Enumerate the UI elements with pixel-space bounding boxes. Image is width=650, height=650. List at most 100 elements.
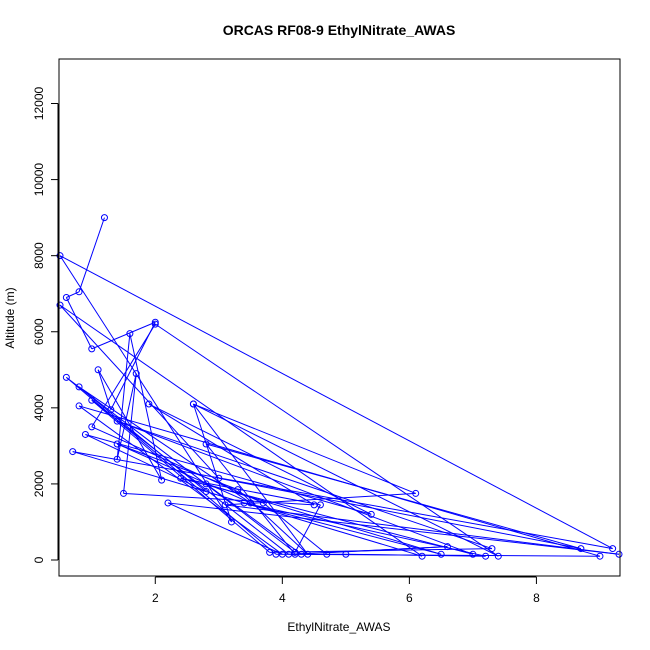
series-segment xyxy=(91,321,156,350)
y-tick-label: 0 xyxy=(32,556,46,563)
data-point xyxy=(62,294,70,302)
series-segment xyxy=(345,553,486,557)
data-point xyxy=(323,550,331,558)
series-segment xyxy=(59,255,232,523)
data-point xyxy=(418,552,426,560)
x-axis: 2 4 6 8 xyxy=(152,576,540,605)
data-point xyxy=(482,552,490,560)
data-point xyxy=(81,430,89,438)
series-segment xyxy=(65,297,93,350)
series-segment xyxy=(85,433,372,515)
series-segment xyxy=(116,443,251,504)
series-segment xyxy=(78,405,601,557)
data-point xyxy=(488,545,496,553)
data-point xyxy=(202,480,210,488)
data-point xyxy=(94,366,102,374)
y-tick-label: 6000 xyxy=(32,318,46,345)
y-axis: 0 2000 4000 6000 8000 10000 12000 xyxy=(32,86,59,563)
data-point xyxy=(577,545,585,553)
data-point xyxy=(367,510,375,518)
series-segment xyxy=(78,217,105,292)
data-point xyxy=(609,545,617,553)
data-point xyxy=(113,440,121,448)
y-tick-label: 8000 xyxy=(32,242,46,269)
series-segment xyxy=(192,403,232,523)
y-tick-label: 10000 xyxy=(32,163,46,197)
data-point xyxy=(443,543,451,551)
data-point xyxy=(259,499,267,507)
series-segment xyxy=(193,403,416,494)
data-point xyxy=(107,406,115,414)
series-segment xyxy=(116,333,131,460)
data-point xyxy=(221,501,229,509)
data-point xyxy=(202,488,210,496)
series-segment xyxy=(167,502,620,555)
data-point xyxy=(126,330,134,338)
data-point xyxy=(75,383,83,391)
series-segment xyxy=(192,403,309,555)
series-segment xyxy=(78,405,283,555)
data-point xyxy=(437,550,445,558)
y-axis-label: Altitude (m) xyxy=(3,287,17,348)
data-point xyxy=(177,474,185,482)
data-point xyxy=(291,548,299,556)
data-point xyxy=(234,486,242,494)
series-segment xyxy=(167,502,283,555)
data-point xyxy=(240,499,248,507)
data-point xyxy=(88,396,96,404)
data-point xyxy=(596,552,604,560)
data-point xyxy=(56,301,64,309)
data-point xyxy=(615,550,623,558)
data-point xyxy=(120,489,128,497)
data-point xyxy=(342,550,350,558)
data-point xyxy=(189,400,197,408)
series-segment xyxy=(205,483,302,555)
series-segment xyxy=(244,502,442,555)
series-segment xyxy=(91,399,270,553)
series-segment xyxy=(116,420,474,555)
data-point xyxy=(151,320,159,328)
x-tick-label: 4 xyxy=(279,591,286,605)
series-segment xyxy=(85,434,207,492)
series-segment xyxy=(91,323,156,428)
series-segment xyxy=(294,504,321,553)
data-point xyxy=(145,400,153,408)
series-segment xyxy=(193,403,499,557)
series-segment xyxy=(205,443,296,555)
data-point xyxy=(469,550,477,558)
data-point xyxy=(215,474,223,482)
data-point xyxy=(75,288,83,296)
series-segment xyxy=(244,502,486,557)
x-tick-label: 6 xyxy=(406,591,413,605)
data-point xyxy=(412,489,420,497)
series-segment xyxy=(59,304,423,557)
series-segment xyxy=(218,477,581,550)
series-segment xyxy=(262,502,328,555)
data-point xyxy=(158,476,166,484)
data-point xyxy=(151,318,159,326)
y-tick-label: 2000 xyxy=(32,470,46,497)
data-point xyxy=(278,550,286,558)
y-tick-label: 12000 xyxy=(32,86,46,120)
plot-series xyxy=(56,214,623,560)
data-point xyxy=(88,423,96,431)
series-segment xyxy=(66,377,277,555)
data-point xyxy=(113,455,121,463)
series-segment xyxy=(205,483,442,555)
data-point xyxy=(113,417,121,425)
data-point xyxy=(88,345,96,353)
series-segment xyxy=(237,489,309,555)
y-tick-label: 4000 xyxy=(32,394,46,421)
series-segment xyxy=(155,323,499,557)
data-point xyxy=(164,499,172,507)
x-axis-label: EthylNitrate_AWAS xyxy=(287,620,390,634)
series-segment xyxy=(72,451,613,550)
x-tick-label: 8 xyxy=(533,591,540,605)
data-point xyxy=(266,548,274,556)
plot-frame xyxy=(58,58,621,577)
data-point xyxy=(228,518,236,526)
series-segment xyxy=(66,291,80,298)
series-segment xyxy=(66,377,296,553)
series-segment xyxy=(123,373,137,494)
data-point xyxy=(132,370,140,378)
